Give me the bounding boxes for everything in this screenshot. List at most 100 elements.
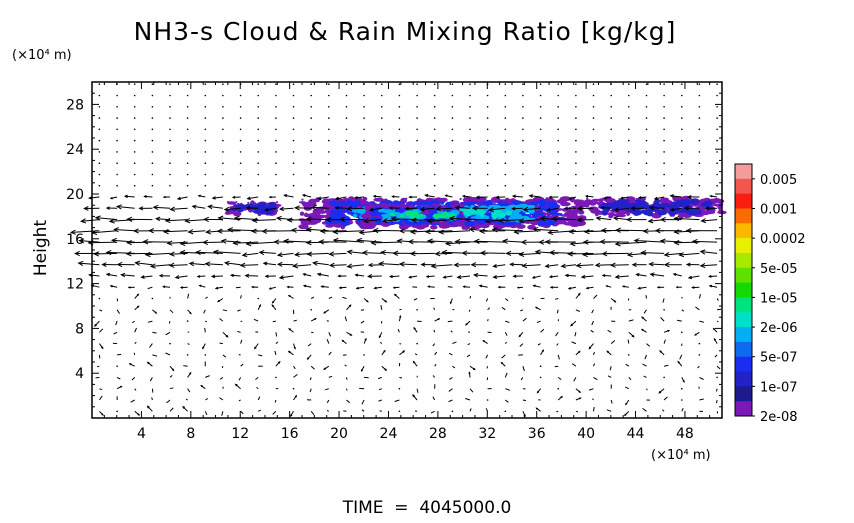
wind-arrow-shaft [470, 389, 473, 393]
wind-dot [716, 117, 718, 119]
wind-dot [187, 185, 189, 187]
wind-arrow [205, 376, 209, 378]
time-label: TIME = 4045000.0 [342, 498, 512, 518]
wind-dot [557, 129, 559, 131]
wind-dot [540, 106, 542, 108]
cloud-fringe-dot [405, 198, 407, 200]
wind-dot [240, 140, 242, 142]
wind-arrow [203, 344, 206, 349]
wind-arrow [99, 411, 103, 415]
x-tick-label: 8 [186, 426, 195, 442]
wind-arrow-shaft [362, 400, 364, 404]
wind-arrow [188, 294, 189, 299]
wind-dot [416, 129, 418, 131]
wind-dot [134, 174, 136, 176]
wind-arrow [487, 366, 488, 368]
wind-arrow [117, 310, 120, 314]
wind-arrow-shaft [629, 320, 634, 321]
wind-arrow-shaft [592, 310, 594, 313]
y-tick-label: 28 [66, 97, 84, 113]
wind-arrow [433, 344, 435, 347]
wind-dot [434, 185, 436, 187]
wind-dot [99, 151, 101, 153]
wind-arrow [201, 386, 205, 389]
wind-arrow [608, 330, 612, 332]
cloud-cell [304, 214, 312, 217]
wind-arrow-shaft [99, 389, 102, 390]
wind-vector-field [71, 83, 721, 416]
wind-arrow-shaft [135, 389, 136, 391]
wind-arrow-shaft [152, 332, 156, 333]
wind-arrow [575, 332, 576, 336]
wind-arrow [710, 285, 717, 287]
wind-arrow [111, 285, 117, 287]
wind-arrow [576, 351, 580, 355]
wind-arrow [557, 310, 558, 313]
wind-arrow [434, 308, 435, 310]
wind-dot [275, 140, 277, 142]
wind-dot [469, 117, 471, 119]
wind-arrow [135, 342, 137, 344]
wind-arrow [674, 274, 682, 277]
wind-dot [522, 162, 524, 164]
wind-arrow [233, 196, 241, 198]
wind-arrow-shaft [644, 310, 647, 314]
wind-arrow [636, 274, 646, 277]
wind-dot [310, 117, 312, 119]
wind-arrow-shaft [275, 351, 276, 355]
wind-arrow [435, 319, 440, 321]
colorbar-swatch [735, 268, 752, 283]
wind-arrow [576, 389, 580, 393]
wind-arrow [628, 340, 629, 344]
wind-arrow [523, 318, 527, 321]
wind-arrow-shaft [132, 377, 135, 380]
wind-arrow [160, 274, 170, 277]
wind-dot [293, 162, 295, 164]
wind-dot [116, 151, 118, 153]
wind-dot [681, 162, 683, 164]
cloud-cell [657, 211, 666, 215]
wind-arrow [433, 397, 435, 400]
wind-arrow-shaft [555, 299, 558, 300]
wind-arrow [294, 366, 296, 369]
wind-arrow [89, 274, 99, 277]
cloud-fringe-dot [427, 198, 429, 200]
wind-arrow [257, 387, 259, 388]
colorbar-label: 5e-07 [760, 351, 798, 366]
wind-dot [681, 95, 683, 97]
wind-arrow-shaft [170, 375, 172, 377]
cloud-cell [400, 214, 405, 218]
wind-dot [169, 343, 171, 345]
wind-arrow [380, 342, 382, 343]
wind-arrow [329, 297, 332, 298]
wind-arrow-shaft [594, 295, 598, 299]
wind-arrow-shaft [378, 400, 381, 401]
wind-arrow [435, 352, 437, 355]
colorbar-swatch [735, 312, 752, 327]
wind-arrow [638, 287, 646, 289]
wind-dot [169, 140, 171, 142]
wind-arrow [236, 384, 241, 388]
wind-dot [205, 140, 207, 142]
wind-arrow [148, 321, 152, 322]
wind-arrow [276, 342, 278, 344]
wind-arrow [558, 319, 559, 321]
wind-arrow-shaft [99, 310, 102, 311]
wind-arrow [275, 240, 294, 244]
wind-arrow-shaft [117, 354, 121, 355]
wind-dot [222, 106, 224, 108]
wind-dot [416, 309, 418, 311]
wind-arrow-shaft [635, 241, 664, 243]
wind-dot [416, 162, 418, 164]
wind-dot [381, 83, 383, 85]
wind-arrow-shaft [435, 352, 437, 355]
wind-arrow [270, 196, 276, 198]
wind-arrow [380, 411, 382, 412]
wind-arrow [606, 286, 611, 288]
wind-arrow [664, 330, 669, 332]
wind-arrow [200, 285, 206, 287]
wind-dot [116, 174, 118, 176]
cloud-fringe-dot [237, 203, 239, 205]
wind-arrow [679, 253, 699, 257]
wind-arrow [347, 377, 348, 379]
